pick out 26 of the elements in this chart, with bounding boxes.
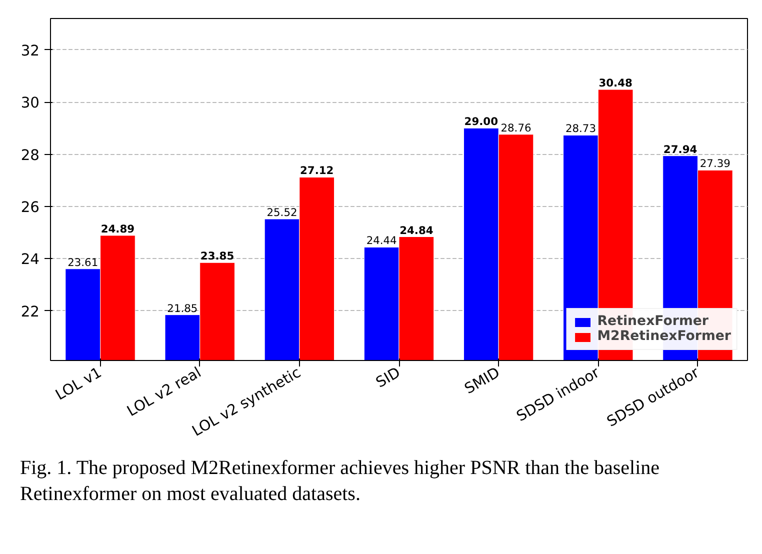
data-label: 30.48: [598, 76, 632, 90]
data-label: 28.73: [565, 122, 596, 136]
x-tick-label: SID: [373, 364, 404, 392]
y-tick-label: 24: [20, 251, 40, 268]
x-tick-label: LOL v2 real: [124, 364, 204, 420]
data-label: 23.61: [68, 256, 98, 269]
data-label: 24.89: [100, 222, 135, 236]
caption: Fig. 1. The proposed M2Retinexformer achieves higher PSNR than the baseline Retinexformer on most evaluated datasets.: [20, 456, 661, 507]
data-label: 24.84: [400, 224, 434, 237]
y-tick-label: 30: [20, 94, 40, 112]
y-tick-label: 32: [20, 42, 40, 60]
y-tick-label: 26: [20, 198, 40, 216]
data-label: 24.44: [366, 234, 398, 248]
legend-label: RetinexFormer: [597, 314, 708, 329]
data-label: 27.12: [300, 164, 334, 178]
data-label: 28.76: [500, 121, 532, 134]
data-label: 29.00: [464, 115, 498, 128]
legend-label: M2RetinexFormer: [597, 329, 731, 344]
data-label: 27.94: [663, 142, 698, 156]
data-label: 27.39: [700, 157, 731, 170]
data-label: 21.85: [167, 302, 198, 315]
y-tick-label: 22: [20, 303, 40, 320]
x-tick-label: LOL v1: [52, 364, 105, 404]
y-tick-label: 28: [20, 146, 40, 164]
data-label: 25.52: [266, 206, 298, 219]
data-label: 23.85: [200, 250, 234, 263]
